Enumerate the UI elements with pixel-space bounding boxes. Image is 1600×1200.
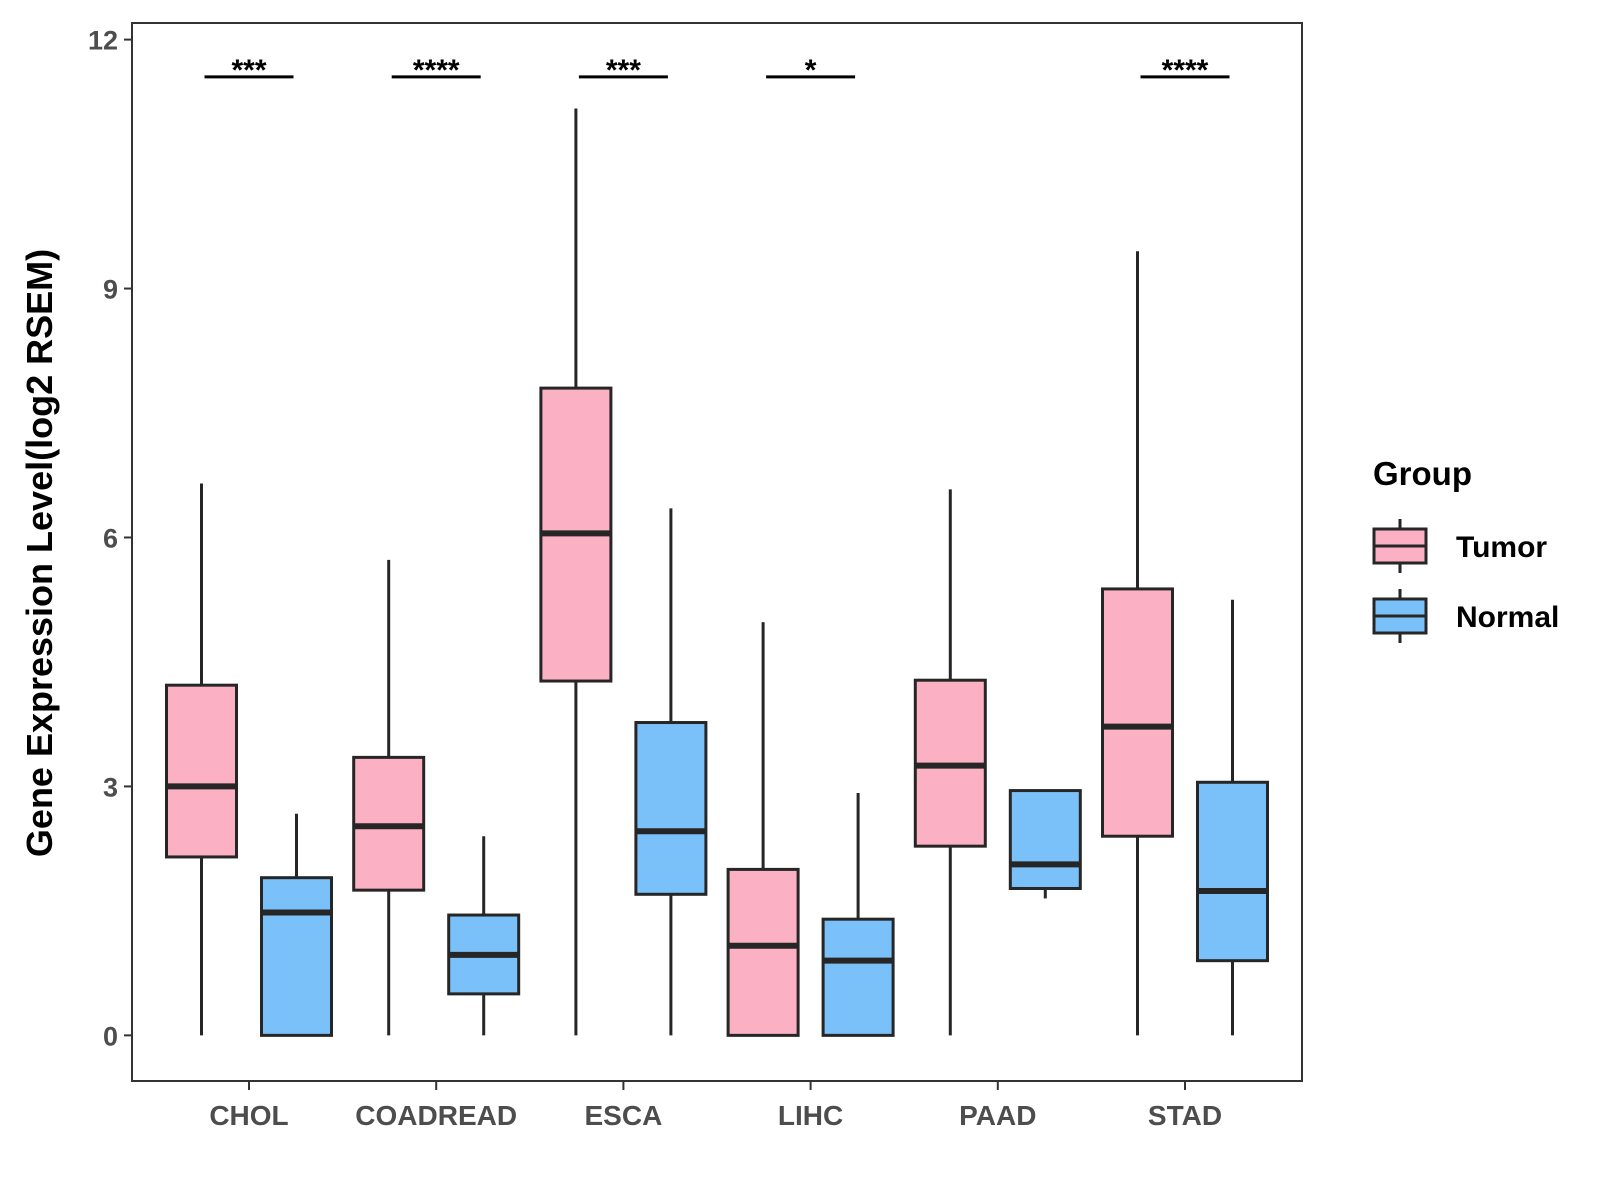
tumor-box-chol [165, 483, 238, 1036]
x-tick-label-chol: CHOL [209, 1100, 288, 1131]
box-iqr [165, 683, 238, 859]
normal-box-esca [634, 508, 708, 1036]
legend: Group Tumor Normal [1372, 455, 1559, 643]
x-tick-label-stad: STAD [1148, 1100, 1222, 1131]
normal-box-stad [1196, 599, 1269, 1036]
y-axis-title: Gene Expression Level(log2 RSEM) [19, 249, 60, 857]
significance-label: *** [231, 54, 266, 87]
significance-label: * [805, 54, 817, 87]
y-tick-label: 12 [88, 26, 118, 56]
box-iqr [821, 917, 895, 1037]
y-tick-label: 6 [103, 523, 118, 553]
normal-box-chol [260, 813, 333, 1037]
y-tick-label: 9 [103, 275, 118, 305]
box-iqr [726, 867, 800, 1037]
box-iqr [634, 721, 708, 896]
legend-label-normal: Normal [1456, 601, 1559, 634]
y-tick-label: 3 [103, 772, 118, 802]
significance-label: *** [606, 54, 641, 87]
normal-box-lihc [821, 793, 895, 1037]
x-tick-label-coadread: COADREAD [355, 1100, 517, 1131]
tumor-box-stad [1101, 251, 1174, 1036]
tumor-box-coadread [352, 559, 426, 1036]
plot-panel-border [131, 22, 1303, 1082]
tumor-box-paad [913, 489, 987, 1036]
x-tick-label-paad: PAAD [959, 1100, 1036, 1131]
significance-label: **** [413, 54, 460, 87]
x-tick-label-esca: ESCA [585, 1100, 663, 1131]
legend-key-tumor: Tumor [1372, 519, 1547, 573]
box-iqr [1101, 587, 1174, 838]
x-tick-label-lihc: LIHC [778, 1100, 843, 1131]
tumor-box-lihc [726, 622, 800, 1037]
y-tick-label: 0 [103, 1021, 118, 1051]
tumor-box-esca [539, 108, 613, 1036]
normal-box-paad [1008, 789, 1082, 899]
legend-label-tumor: Tumor [1456, 531, 1547, 564]
box-iqr [260, 876, 333, 1037]
legend-title: Group [1373, 455, 1472, 492]
significance-label: **** [1162, 54, 1209, 87]
legend-key-normal: Normal [1372, 589, 1559, 643]
box-iqr [1008, 789, 1082, 890]
box-iqr [1196, 780, 1269, 963]
normal-box-coadread [447, 836, 521, 1036]
